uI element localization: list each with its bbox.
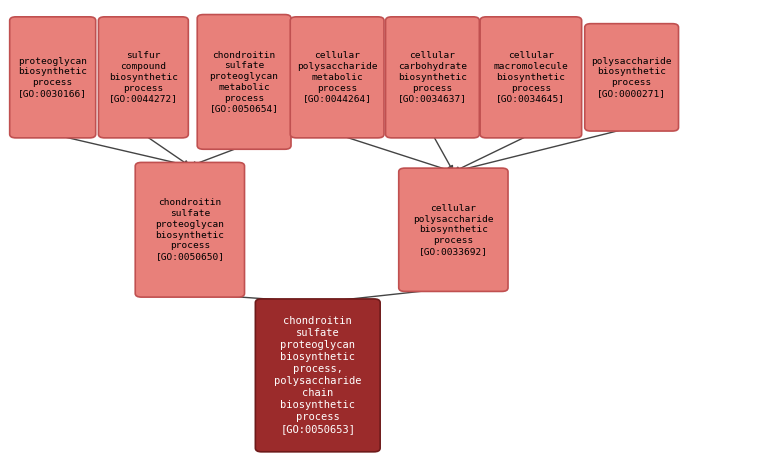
FancyBboxPatch shape — [584, 24, 679, 131]
Text: cellular
carbohydrate
biosynthetic
process
[GO:0034637]: cellular carbohydrate biosynthetic proce… — [398, 51, 467, 103]
Text: cellular
macromolecule
biosynthetic
process
[GO:0034645]: cellular macromolecule biosynthetic proc… — [494, 51, 568, 103]
Text: cellular
polysaccharide
metabolic
process
[GO:0044264]: cellular polysaccharide metabolic proces… — [297, 51, 377, 103]
Text: proteoglycan
biosynthetic
process
[GO:0030166]: proteoglycan biosynthetic process [GO:00… — [18, 57, 88, 98]
Text: cellular
polysaccharide
biosynthetic
process
[GO:0033692]: cellular polysaccharide biosynthetic pro… — [413, 204, 494, 256]
FancyBboxPatch shape — [290, 17, 384, 138]
FancyBboxPatch shape — [480, 17, 581, 138]
Text: chondroitin
sulfate
proteoglycan
biosynthetic
process
[GO:0050650]: chondroitin sulfate proteoglycan biosynt… — [155, 198, 225, 261]
FancyBboxPatch shape — [197, 15, 291, 149]
Text: sulfur
compound
biosynthetic
process
[GO:0044272]: sulfur compound biosynthetic process [GO… — [109, 51, 178, 103]
FancyBboxPatch shape — [98, 17, 188, 138]
FancyBboxPatch shape — [255, 299, 380, 452]
FancyBboxPatch shape — [135, 162, 245, 297]
FancyBboxPatch shape — [386, 17, 479, 138]
Text: chondroitin
sulfate
proteoglycan
biosynthetic
process,
polysaccharide
chain
bios: chondroitin sulfate proteoglycan biosynt… — [274, 316, 361, 435]
Text: chondroitin
sulfate
proteoglycan
metabolic
process
[GO:0050654]: chondroitin sulfate proteoglycan metabol… — [209, 51, 279, 113]
FancyBboxPatch shape — [10, 17, 96, 138]
FancyBboxPatch shape — [398, 168, 508, 292]
Text: polysaccharide
biosynthetic
process
[GO:0000271]: polysaccharide biosynthetic process [GO:… — [591, 57, 672, 98]
